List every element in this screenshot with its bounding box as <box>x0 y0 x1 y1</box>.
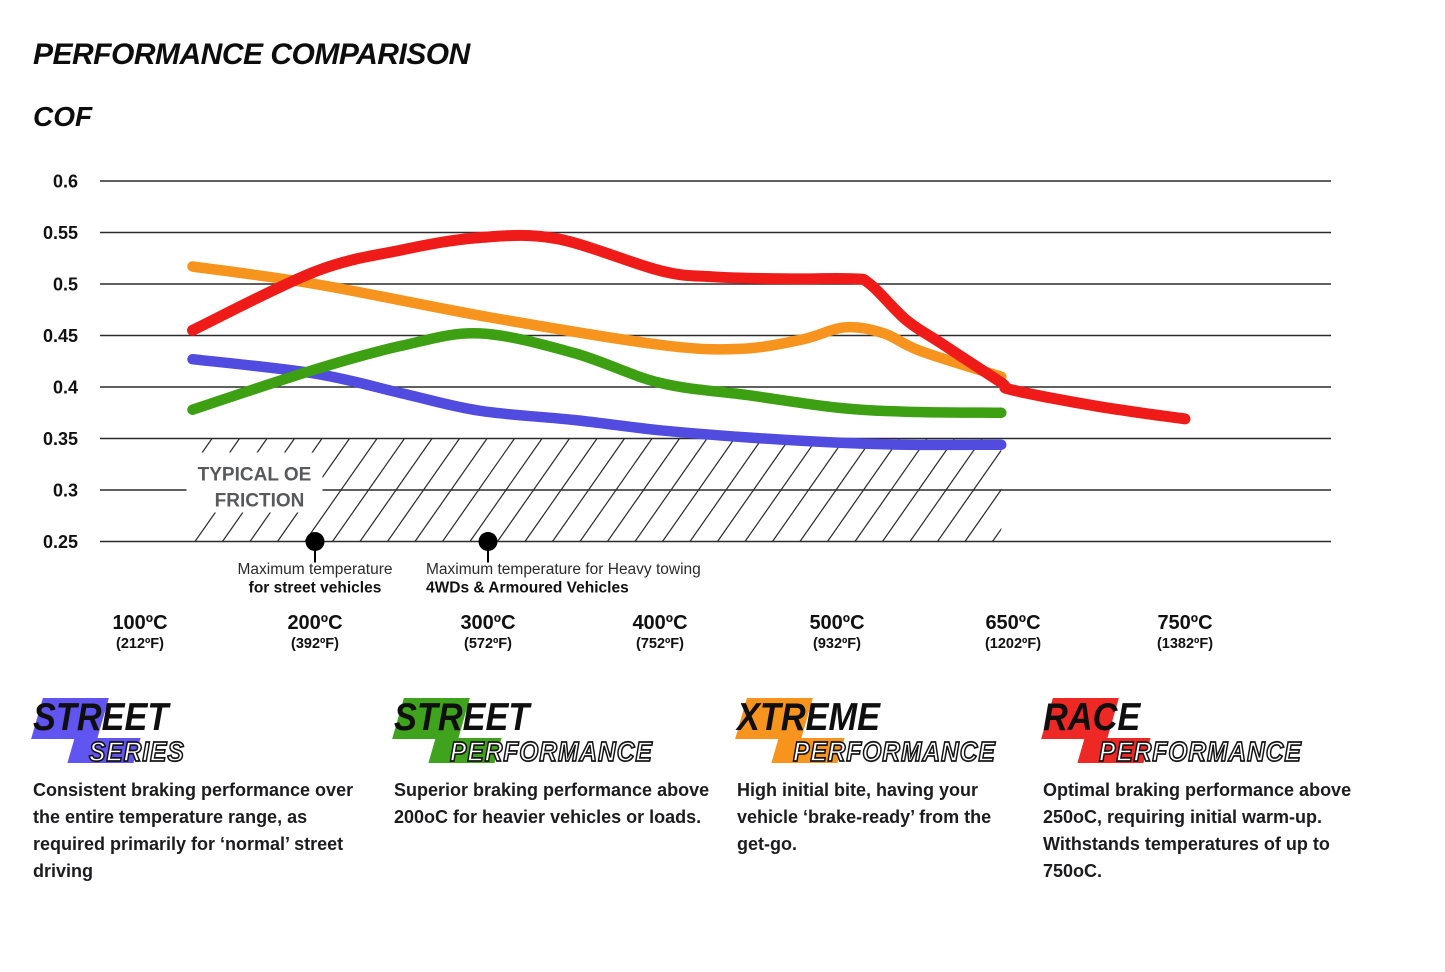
legend-word-top: XTREME <box>737 696 881 739</box>
legend-word-top: STREET <box>394 696 530 739</box>
x-tick-label: 100ºC <box>112 612 167 634</box>
legend-word-top: STREET <box>33 696 169 739</box>
x-tick-sublabel: (1382ºF) <box>1157 636 1213 652</box>
max-temp-marker-dot <box>305 532 325 551</box>
x-tick-sublabel: (1202ºF) <box>985 636 1041 652</box>
y-tick-label: 0.25 <box>43 532 78 552</box>
race-performance-logo: RACE PERFORMANCE <box>1041 696 1373 767</box>
annotation-line1: Maximum temperature for Heavy towing <box>426 561 701 578</box>
x-tick-label: 200ºC <box>287 612 342 634</box>
xtreme-performance-logo: XTREME PERFORMANCE <box>735 696 1019 767</box>
hatch-line <box>772 438 845 542</box>
hatch-line <box>524 438 598 542</box>
legend-row: STREET SERIES Consistent braking perform… <box>0 697 1445 957</box>
legend-word-bottom: SERIES <box>88 736 185 767</box>
hatch-line <box>909 438 983 542</box>
series-line-street-series <box>187 353 1007 451</box>
hatch-line <box>854 438 928 542</box>
y-tick-label: 0.3 <box>53 481 78 501</box>
legend-card: RACE PERFORMANCE Optimal braking perform… <box>1041 696 1373 885</box>
legend-card: STREET PERFORMANCE Superior braking perf… <box>392 696 722 831</box>
annotation-line2: 4WDs & Armoured Vehicles <box>426 580 629 597</box>
x-tick-label: 500ºC <box>809 612 864 634</box>
x-tick-label: 300ºC <box>460 612 515 634</box>
hatch-line <box>799 438 873 542</box>
hatch-line <box>579 438 653 542</box>
y-tick-label: 0.4 <box>53 378 78 398</box>
hatch-line <box>387 438 460 542</box>
y-tick-label: 0.45 <box>43 326 78 346</box>
hatch-line <box>937 449 1002 542</box>
x-tick-sublabel: (932ºF) <box>813 636 861 652</box>
x-tick-sublabel: (752ºF) <box>636 636 684 652</box>
series-line-xtreme-performance <box>187 261 1007 382</box>
oe-label-halo <box>186 452 323 513</box>
hatch-line <box>469 438 543 542</box>
oe-zone-label: FRICTION <box>215 491 305 512</box>
annotation-line2: for street vehicles <box>249 580 382 597</box>
hatch-line <box>662 438 735 542</box>
chart-svg: 0.6 0.55 0.5 0.45 0.4 0.35 0.3 0.25 100ºC (212ºF)… <box>43 172 1331 652</box>
hatch-line <box>442 438 515 542</box>
hatch-line <box>717 438 790 542</box>
x-tick-sublabel: (392ºF) <box>291 636 339 652</box>
x-tick-label: 650ºC <box>985 612 1040 634</box>
hatch-line <box>552 438 625 542</box>
legend-word-bottom: PERFORMANCE <box>792 736 996 767</box>
hatch-line <box>744 438 818 542</box>
x-tick-sublabel: (212ºF) <box>116 636 164 652</box>
series-line-street-performance <box>187 328 1007 419</box>
legend-word-bottom: PERFORMANCE <box>449 736 653 767</box>
series-line-race-performance <box>187 229 1191 425</box>
legend-description: Optimal braking performance above 250oC,… <box>1043 780 1352 881</box>
hatch-line <box>607 438 680 542</box>
y-tick-label: 0.35 <box>43 429 78 449</box>
hatch-line <box>689 438 763 542</box>
street-series-logo: STREET SERIES <box>31 696 365 767</box>
hatch-line <box>497 438 570 542</box>
legend-word-bottom: PERFORMANCE <box>1098 736 1302 767</box>
legend-word-top: RACE <box>1043 696 1141 739</box>
legend-description: Consistent braking performance over the … <box>33 780 354 881</box>
legend-card: XTREME PERFORMANCE High initial bite, ha… <box>735 696 1019 858</box>
x-tick-label: 750ºC <box>1157 612 1212 634</box>
x-tick-sublabel: (572ºF) <box>464 636 512 652</box>
hatch-line <box>882 438 955 542</box>
oe-zone-label: TYPICAL OE <box>198 465 312 486</box>
page-title: PERFORMANCE COMPARISON <box>33 38 470 71</box>
annotation-line1: Maximum temperature <box>237 561 392 578</box>
hatch-line <box>827 438 900 542</box>
legend-description: High initial bite, having your vehicle ‘… <box>737 780 992 854</box>
hatch-line <box>414 438 488 542</box>
hatch-line <box>359 438 433 542</box>
y-tick-label: 0.5 <box>53 275 78 295</box>
hatch-line <box>332 438 405 542</box>
x-tick-label: 400ºC <box>632 612 687 634</box>
max-temp-marker-dot <box>478 532 498 551</box>
legend-card: STREET SERIES Consistent braking perform… <box>31 696 365 885</box>
hatch-line <box>634 438 708 542</box>
y-tick-label: 0.6 <box>53 172 78 192</box>
street-performance-logo: STREET PERFORMANCE <box>392 696 722 767</box>
hatch-line <box>304 438 378 542</box>
hatch-line <box>964 488 1002 542</box>
y-axis-title: COF <box>33 101 93 132</box>
legend-description: Superior braking performance above 200oC… <box>394 780 710 827</box>
y-tick-label: 0.55 <box>43 223 78 243</box>
